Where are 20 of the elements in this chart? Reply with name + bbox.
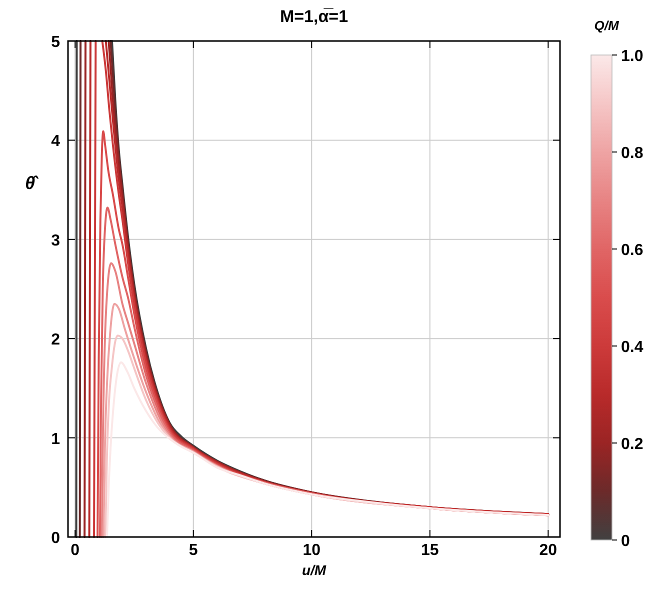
x-tick-label: 5	[188, 542, 198, 559]
y-tick-label: 0	[51, 530, 60, 547]
y-tick-label: 5	[51, 34, 60, 51]
color-bar-label: 0.4	[621, 339, 644, 356]
y-tick-label: 1	[51, 430, 60, 448]
y-axis-title: θ̂	[24, 173, 40, 193]
color-bar-label: 1.0	[621, 48, 644, 65]
chart-title: M=1,α̅=1	[280, 7, 348, 26]
x-tick-label: 20	[539, 542, 558, 559]
color-bar-title: Q/M	[594, 18, 620, 33]
color-bar-label: 0.2	[621, 436, 644, 453]
y-tick-label: 2	[51, 332, 60, 349]
x-axis-title: u/M	[302, 562, 326, 578]
y-tick-label: 4	[51, 133, 60, 150]
color-bar-label: 0.6	[621, 242, 644, 259]
x-tick-label: 15	[421, 542, 439, 559]
x-tick-label: 10	[302, 542, 321, 559]
x-tick-label: 0	[70, 542, 80, 559]
color-bar-label: 0.8	[621, 145, 644, 162]
y-tick-label: 3	[51, 232, 60, 250]
